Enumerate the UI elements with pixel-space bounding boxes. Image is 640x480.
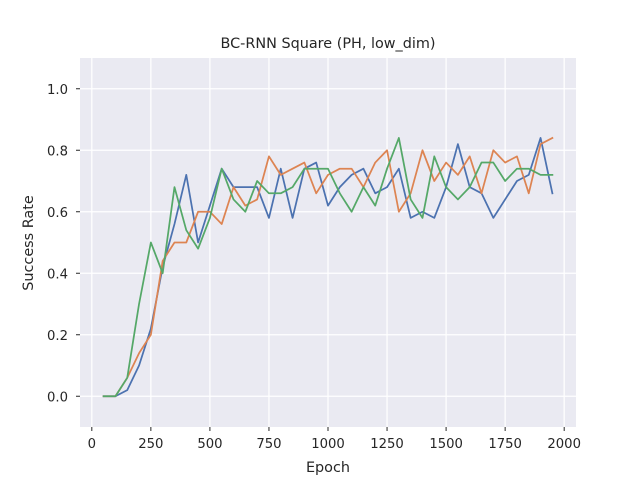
x-tick-label: 500 xyxy=(197,437,222,452)
y-tick-label: 0.2 xyxy=(47,329,68,344)
y-axis-label: Success Rate xyxy=(21,195,37,291)
x-axis-label: Epoch xyxy=(306,460,350,476)
series-line-1 xyxy=(102,137,554,398)
series-lines xyxy=(102,136,554,398)
x-tick-label: 0 xyxy=(88,437,96,452)
axis-ticks: 0 250 500 750 1000 1250 1500 1750 2000 0.0 0.2 0.4 0… xyxy=(47,83,581,452)
x-tick-label: 1000 xyxy=(311,437,345,452)
x-tick-label: 1250 xyxy=(370,437,404,452)
chart-title: BC-RNN Square (PH, low_dim) xyxy=(221,36,436,52)
x-tick-label: 750 xyxy=(256,437,281,452)
y-tick-label: 1.0 xyxy=(47,83,68,98)
y-tick-label: 0.8 xyxy=(47,144,68,159)
x-tick-label: 1500 xyxy=(429,437,463,452)
series-line-2 xyxy=(102,136,554,398)
y-tick-label: 0.6 xyxy=(47,206,68,221)
y-tick-label: 0.4 xyxy=(47,267,68,282)
x-tick-label: 2000 xyxy=(547,437,581,452)
y-tick-label: 0.0 xyxy=(47,390,68,405)
grid-lines xyxy=(80,58,576,427)
x-tick-label: 1750 xyxy=(488,437,522,452)
series-line-3 xyxy=(102,137,554,398)
x-tick-label: 250 xyxy=(138,437,163,452)
